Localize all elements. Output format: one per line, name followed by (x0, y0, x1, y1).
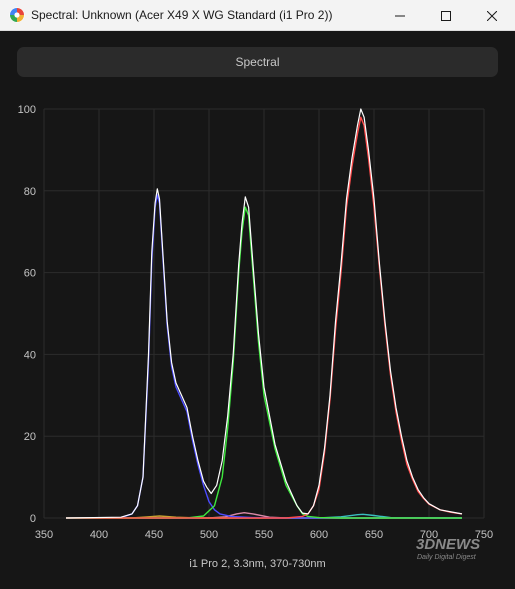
window-controls (377, 0, 515, 31)
x-tick-label: 400 (90, 529, 108, 541)
x-tick-label: 650 (365, 529, 383, 541)
series-line-0 (65, 108, 463, 519)
window-title: Spectral: Unknown (Acer X49 X WG Standar… (31, 8, 333, 22)
x-tick-label: 450 (145, 529, 163, 541)
watermark-logo: 3DNEWS Daily Digital Digest (416, 536, 480, 561)
x-tick-label: 550 (255, 529, 273, 541)
minimize-icon (395, 15, 405, 16)
watermark-line2: Daily Digital Digest (417, 554, 477, 561)
y-tick-label: 100 (18, 104, 36, 116)
watermark-line1: 3DNEWS (416, 536, 480, 553)
y-tick-label: 80 (24, 186, 36, 198)
x-tick-label: 350 (35, 529, 53, 541)
chart-caption: i1 Pro 2, 3.3nm, 370-730nm (189, 558, 326, 570)
x-tick-label: 500 (200, 529, 218, 541)
y-tick-label: 0 (30, 513, 36, 525)
app-icon (9, 7, 25, 23)
spectral-chart[interactable]: 350 400 450 500 550 600 650 700 750 0 20 40 60 80 100 (0, 31, 515, 589)
y-tick-label: 40 (24, 349, 36, 361)
close-button[interactable] (469, 0, 515, 31)
x-tick-label: 750 (475, 529, 493, 541)
y-tick-label: 60 (24, 268, 36, 280)
content-area: 350 400 450 500 550 600 650 700 750 0 20 40 60 80 100 … (0, 31, 515, 589)
maximize-button[interactable] (423, 0, 469, 31)
maximize-icon (441, 10, 451, 21)
close-icon (487, 10, 497, 21)
series-line-3 (66, 116, 463, 519)
spectral-tab-button[interactable]: Spectral (17, 47, 498, 77)
minimize-button[interactable] (377, 0, 423, 31)
title-bar[interactable]: Spectral: Unknown (Acer X49 X WG Standar… (0, 0, 515, 31)
y-tick-label: 20 (24, 431, 36, 443)
x-tick-label: 700 (420, 529, 438, 541)
x-tick-label: 600 (310, 529, 328, 541)
